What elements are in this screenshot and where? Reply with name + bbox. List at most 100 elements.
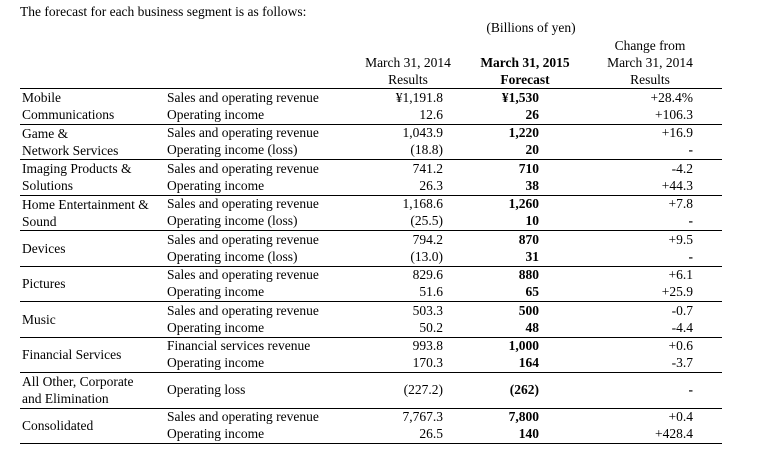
table-row: Operating income 50.2 48 -4.4 [167,319,722,336]
results-2014-value: 12.6 [419,106,443,122]
results-2014-value: 741.2 [412,160,443,176]
row-item-label: Sales and operating revenue [167,409,319,425]
page-title: The forecast for each business segment i… [20,4,307,19]
forecast-2015-value: 1,260 [508,196,539,212]
change-value: - [688,142,694,158]
forecast-2015-value: 710 [518,160,539,176]
segment-rows: Financial services revenue 993.8 1,000 +0.6… [167,338,722,373]
row-item-label: Operating income [167,355,265,371]
forecast-2015-value: 65 [525,284,540,300]
change-value: - [688,213,694,229]
results-2014-value: ¥1,191.8 [395,89,443,105]
change-value: - [688,382,694,398]
forecast-2015-value: 38 [525,177,540,193]
segment-rows: Sales and operating revenue 503.3 500 -0.7 O… [167,302,722,337]
results-2014-value: 993.8 [412,338,443,354]
row-item-label: Operating income [167,284,265,300]
results-2014-value: 51.6 [419,284,443,300]
table-row: Sales and operating revenue 1,168.6 1,260 +… [167,196,722,213]
row-item-label: Sales and operating revenue [167,231,319,247]
table-row: Sales and operating revenue 503.3 500 -0.7 [167,302,722,319]
forecast-table: Mobile Communications Sales and operating … [20,88,722,444]
change-value: -0.7 [671,302,693,318]
segment-name: Pictures [20,267,167,302]
table-section: All Other, Corporate and Elimination Opera… [20,372,722,408]
table-section: Home Entertainment & Sound Sales and opera… [20,194,722,231]
change-value: +16.9 [661,125,693,141]
table-row: Operating loss (227.2) (262) - [167,373,722,408]
results-2014-value: 170.3 [412,355,443,371]
header-line: Results [630,72,670,87]
unit-note: (Billions of yen) [486,20,576,35]
forecast-2015-value: 870 [518,231,539,247]
table-section: Game & Network Services Sales and operatin… [20,123,722,160]
header-line: March 31, 2015 [480,55,570,70]
change-value: +428.4 [655,426,693,442]
table-section: Devices Sales and operating revenue 794.2 8… [20,230,722,266]
results-2014-value: 794.2 [412,231,443,247]
segment-name-line: Home Entertainment & [22,196,149,212]
header-line: Change from [614,38,686,53]
results-2014-value: 1,043.9 [402,125,444,141]
row-item-label: Operating income (loss) [167,248,298,264]
forecast-2015-value: 140 [518,426,539,442]
header-line: Forecast [500,72,550,87]
table-row: Operating income 26.5 140 +428.4 [167,426,722,443]
forecast-2015-value: 880 [518,267,539,283]
table-row: Operating income 26.3 38 +44.3 [167,177,722,194]
change-value: +106.3 [655,106,693,122]
table-row: Operating income (loss) (18.8) 20 - [167,142,722,159]
segment-rows: Sales and operating revenue 1,043.9 1,220 +… [167,125,722,160]
table-section: Financial Services Financial services rev… [20,336,722,373]
segment-name-line: Game & [22,125,69,141]
segment-name: Music [20,302,167,337]
segment-name: Financial Services [20,338,167,373]
results-2014-value: (25.5) [410,213,443,229]
row-item-label: Financial services revenue [167,338,311,354]
table-section: Music Sales and operating revenue 503.3 500… [20,301,722,337]
segment-name-line: Consolidated [22,418,94,434]
table-row: Operating income (loss) (25.5) 10 - [167,213,722,230]
segment-rows: Sales and operating revenue 741.2 710 -4.2 O… [167,160,722,195]
table-row: Financial services revenue 993.8 1,000 +0.6 [167,338,722,355]
forecast-2015-value: 26 [525,106,540,122]
results-2014-value: 26.3 [419,177,443,193]
forecast-2015-value: ¥1,530 [501,89,539,105]
change-value: +9.5 [668,231,694,247]
results-2014-value: (18.8) [410,142,443,158]
change-value: +0.6 [668,338,694,354]
column-header-forecast-2015: March 31, 2015 Forecast [463,54,587,88]
segment-name-line: Imaging Products & [22,161,132,177]
segment-name-line: Music [22,311,56,327]
header-line: Results [388,72,428,87]
segment-rows: Sales and operating revenue ¥1,191.8 ¥1,53… [167,89,722,124]
segment-name-line: Mobile [22,90,61,106]
segment-name: All Other, Corporate and Elimination [20,373,167,408]
change-value: -4.4 [671,319,693,335]
forecast-2015-value: 48 [525,319,540,335]
segment-name: Home Entertainment & Sound [20,196,167,231]
change-value: +0.4 [668,409,694,425]
results-2014-value: 503.3 [412,302,443,318]
forecast-2015-value: 31 [525,248,540,264]
row-item-label: Operating income [167,177,265,193]
forecast-2015-value: 1,000 [508,338,539,354]
header-line: March 31, 2014 [607,55,693,70]
table-section: Consolidated Sales and operating revenue 7… [20,407,722,444]
row-item-label: Operating income (loss) [167,213,298,229]
table-row: Sales and operating revenue 7,767.3 7,800 +… [167,409,722,426]
table-section: Imaging Products & Solutions Sales and ope… [20,159,722,195]
segment-name-line: All Other, Corporate [22,374,134,390]
row-item-label: Operating income [167,426,265,442]
table-section: Pictures Sales and operating revenue 829.6… [20,265,722,302]
forecast-2015-value: 7,800 [508,409,539,425]
forecast-2015-value: 164 [518,355,539,371]
table-section: Mobile Communications Sales and operating … [20,88,722,124]
change-value: +25.9 [661,284,693,300]
row-item-label: Sales and operating revenue [167,196,319,212]
results-2014-value: 7,767.3 [402,409,444,425]
results-2014-value: 50.2 [419,319,443,335]
table-row: Sales and operating revenue 741.2 710 -4.2 [167,160,722,177]
segment-name-line: Financial Services [22,347,122,363]
segment-name-line: Pictures [22,276,66,292]
